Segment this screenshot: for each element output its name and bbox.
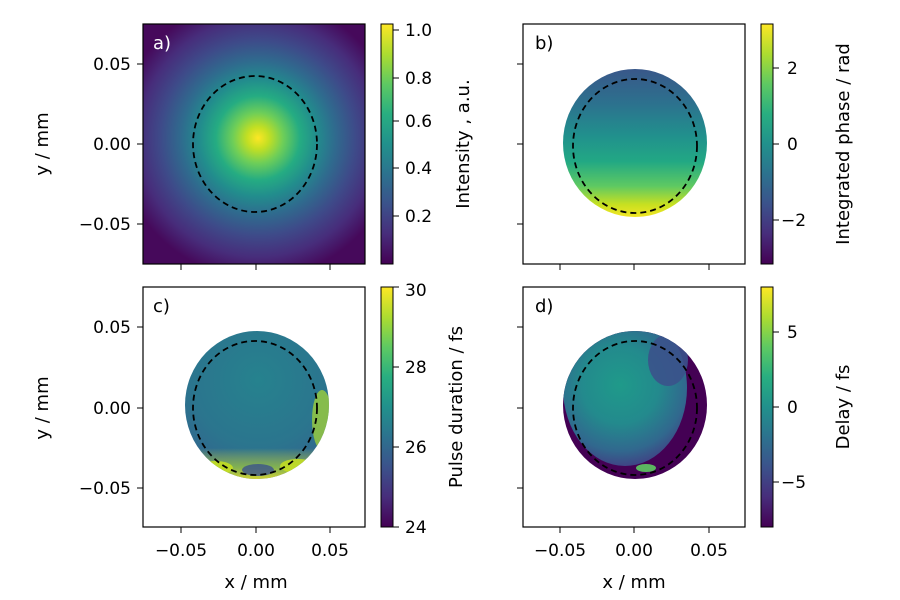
- panel-a-cbar-tick-label: 1.0: [405, 21, 432, 41]
- panel-a-cbar-tick-label: 0.6: [405, 112, 432, 132]
- panel-a-letter: a): [153, 33, 171, 54]
- panel-d-xtick-label: −0.05: [534, 541, 586, 561]
- panel-b-colorbar-label: Integrated phase / rad: [833, 43, 854, 245]
- panel-c-xtick-label: 0.05: [311, 541, 349, 561]
- panel-a-colorbar-ticks: 1.0 0.8 0.6 0.4 0.2: [393, 21, 432, 227]
- panel-a-colorbar: [380, 23, 394, 265]
- panel-d-detail: [648, 334, 688, 386]
- panel-c-ytick-label: 0.05: [93, 318, 131, 338]
- panel-c-heatmap-edge: [185, 331, 329, 479]
- panel-c-colorbar-ticks: 30 28 26 24: [393, 281, 427, 538]
- panel-a-ytick-label: 0.00: [93, 135, 131, 155]
- panel-d-colorbar-ticks: 5 0 −5: [773, 323, 806, 493]
- panel-b-colorbar-ticks: 2 0 −2: [773, 59, 806, 231]
- panel-d-xtick-label: 0.05: [690, 541, 728, 561]
- panel-c: c) 0.05 0.00 −0.05 −0.05 0.00 0.05 x / m…: [32, 281, 467, 593]
- panel-d-xlabel: x / mm: [602, 572, 665, 593]
- panel-c-dashed-circle: [192, 340, 318, 476]
- panel-b-heatmap: [563, 69, 707, 217]
- panel-b-cbar-tick-label: −2: [781, 211, 806, 231]
- panel-d-dashed-circle: [572, 340, 698, 476]
- panel-c-xtick-label: 0.00: [237, 541, 275, 561]
- panel-c-xlabel: x / mm: [224, 572, 287, 593]
- panel-c-ylabel: y / mm: [32, 376, 53, 439]
- panel-c-coldspot: [242, 464, 274, 476]
- panel-d-letter: d): [535, 296, 553, 317]
- panel-b-dashed-circle: [572, 78, 698, 214]
- panel-a-cbar-tick-label: 0.4: [405, 159, 432, 179]
- panel-c-letter: c): [153, 296, 170, 317]
- panel-c-heatmap: [185, 331, 329, 479]
- panel-c-cbar-tick-label: 30: [405, 281, 427, 301]
- panel-d-cbar-tick-label: 0: [787, 398, 798, 418]
- panel-a-heatmap: [143, 24, 365, 264]
- panel-c-ytick-label: −0.05: [79, 479, 131, 499]
- panel-a-dashed-circle: [192, 75, 318, 213]
- panel-d-cbar-tick-label: 5: [787, 323, 798, 343]
- panel-d-xtick-label: 0.00: [615, 541, 653, 561]
- panel-c-colorbar-label: Pulse duration / fs: [446, 326, 467, 488]
- panel-c-cbar-tick-label: 28: [405, 358, 427, 378]
- panel-d-cbar-tick-label: −5: [781, 473, 806, 493]
- panel-c-cbar-tick-label: 24: [405, 518, 427, 538]
- panel-c-cbar-tick-label: 26: [405, 438, 427, 458]
- panel-b-cbar-tick-label: 2: [787, 59, 798, 79]
- panel-b-colorbar: [760, 23, 774, 265]
- panel-a: a) 0.05 0.00 −0.05 y / mm 1.0 0.8: [32, 21, 474, 270]
- panel-a-cbar-tick-label: 0.8: [405, 69, 432, 89]
- panel-a-ytick-label: −0.05: [79, 215, 131, 235]
- panel-c-frame: [142, 286, 366, 528]
- panel-c-ytick-label: 0.00: [93, 399, 131, 419]
- panel-a-cbar-tick-label: 0.2: [405, 207, 432, 227]
- panel-d-colorbar: [760, 286, 774, 528]
- panel-b-cbar-tick-label: 0: [787, 135, 798, 155]
- panel-c-xtick-label: −0.05: [155, 541, 207, 561]
- panel-b-letter: b): [535, 33, 553, 54]
- panel-a-colorbar-label: Intensity , a.u.: [453, 79, 474, 208]
- panel-d: d) −0.05 0.00 0.05 x / mm 5 0 −5 Delay /…: [517, 286, 854, 593]
- panel-a-ylabel: y / mm: [32, 112, 53, 175]
- panel-b: b) 2 0 −2 Integrated phase / rad: [517, 23, 854, 270]
- panel-d-colorbar-label: Delay / fs: [833, 365, 854, 450]
- panel-d-detail: [636, 464, 656, 472]
- panel-a-ytick-label: 0.05: [93, 55, 131, 75]
- panel-c-colorbar: [380, 286, 394, 528]
- panel-d-heatmap: [563, 331, 707, 479]
